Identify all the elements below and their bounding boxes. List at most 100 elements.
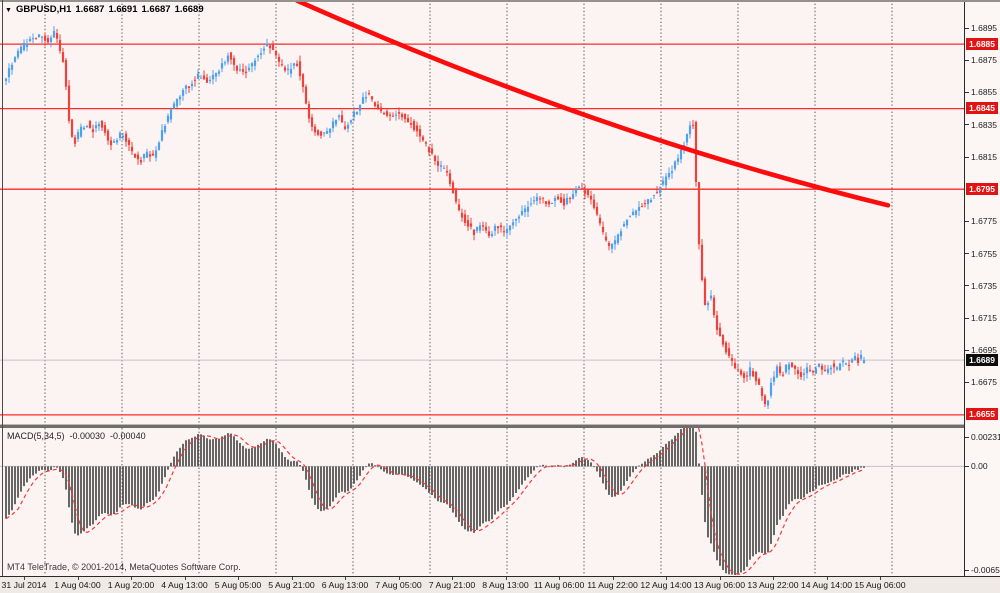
time-axis-label: 1 Aug 04:00 [54, 580, 101, 590]
candle-body [520, 211, 524, 215]
time-tick-mark [612, 577, 614, 580]
price-tick-label: 1.6855 [971, 87, 997, 98]
candle-body [775, 366, 779, 378]
price-axis[interactable]: 1.6895 1.6875 1.6855 1.6835 1.6815 1.6775 1.67… [964, 0, 1000, 576]
candlestick-canvas[interactable] [0, 0, 964, 424]
candle-body [427, 147, 431, 153]
candle-body [847, 364, 851, 366]
candle-body [325, 131, 329, 134]
candle-body [409, 123, 413, 125]
candle-body [550, 203, 554, 205]
candle-body [274, 51, 278, 56]
candle-body [13, 57, 17, 62]
candle-body [250, 63, 254, 67]
candle-body [697, 182, 701, 245]
candle-body [379, 107, 383, 112]
candle-body [670, 171, 674, 174]
candle-body [346, 124, 350, 129]
candle-body [382, 113, 386, 115]
candle-body [769, 382, 773, 396]
macd-tick-mark [965, 436, 969, 438]
candle-body [421, 136, 425, 141]
time-tick-mark [77, 577, 79, 580]
candle-body [370, 96, 374, 100]
time-axis-label: 13 Aug 22:00 [747, 580, 799, 590]
time-axis-label: 13 Aug 06:00 [693, 580, 746, 590]
candle-body [376, 104, 380, 109]
candle-body [493, 226, 497, 231]
candle-body [862, 360, 866, 364]
time-tick-mark [24, 577, 25, 580]
candle-body [37, 34, 41, 38]
candle-body [10, 64, 14, 70]
candle-body [703, 278, 707, 306]
candle-body [664, 176, 668, 186]
candle-body [184, 85, 188, 89]
candle-body [136, 154, 140, 160]
quote-symbol: GBPUSD,H1 [15, 4, 72, 15]
candle-body [133, 153, 137, 158]
macd-canvas[interactable] [0, 428, 964, 575]
candle-body [757, 378, 761, 385]
candle-body [577, 186, 581, 188]
candle-body [361, 97, 365, 104]
candle-body [850, 359, 854, 363]
candle-body [388, 114, 392, 116]
candle-body [100, 120, 104, 128]
price-tick-label: 1.6895 [971, 22, 997, 33]
candle-body [568, 198, 572, 200]
price-tick-mark [965, 317, 969, 319]
candle-body [343, 126, 347, 129]
candle-body [271, 43, 275, 50]
candle-body [7, 68, 11, 78]
candle-body [415, 125, 419, 132]
candle-body [718, 327, 722, 337]
candle-body [667, 172, 671, 178]
candle-body [622, 224, 626, 227]
candle-body [94, 125, 98, 129]
symbol-dropdown-icon[interactable]: ▼ [5, 7, 12, 14]
candle-body [502, 231, 506, 233]
candle-body [121, 135, 125, 138]
candle-body [592, 199, 596, 208]
macd-panel[interactable] [0, 428, 964, 575]
candle-body [232, 58, 236, 65]
candle-body [199, 77, 203, 79]
candle-body [58, 39, 62, 51]
candle-body [802, 373, 806, 376]
candle-body [385, 111, 389, 116]
candle-body [310, 117, 314, 127]
candle-body [553, 198, 557, 201]
price-tick-mark [965, 92, 969, 93]
candle-body [478, 225, 482, 231]
candle-body [178, 96, 182, 100]
candle-body [139, 160, 143, 163]
candle-body [754, 372, 758, 382]
candle-body [547, 201, 551, 205]
candle-body [529, 203, 533, 205]
candle-body [541, 197, 545, 199]
candle-body [709, 295, 713, 299]
candle-body [259, 53, 263, 55]
candle-body [406, 118, 410, 123]
time-axis[interactable]: 31 Jul 2014 1 Aug 04:00 1 Aug 20:00 4 Aug 1… [0, 576, 1000, 593]
candle-body [853, 355, 857, 361]
candle-body [286, 68, 290, 70]
quote-high: 1.6691 [108, 4, 138, 15]
candle-body [118, 132, 122, 139]
price-tick-mark [965, 156, 969, 158]
candle-body [106, 130, 110, 141]
candle-body [430, 148, 434, 154]
candle-body [31, 38, 35, 40]
candle-body [778, 366, 782, 374]
main-chart-panel[interactable] [0, 0, 964, 424]
candle-body [22, 42, 26, 51]
candle-body [433, 155, 437, 162]
trendline[interactable] [294, 0, 891, 208]
candle-body [214, 73, 218, 77]
candle-body [394, 114, 398, 116]
candle-body [391, 115, 395, 117]
price-tick-mark [965, 220, 969, 222]
candle-body [604, 236, 608, 241]
time-tick-mark [773, 577, 774, 580]
